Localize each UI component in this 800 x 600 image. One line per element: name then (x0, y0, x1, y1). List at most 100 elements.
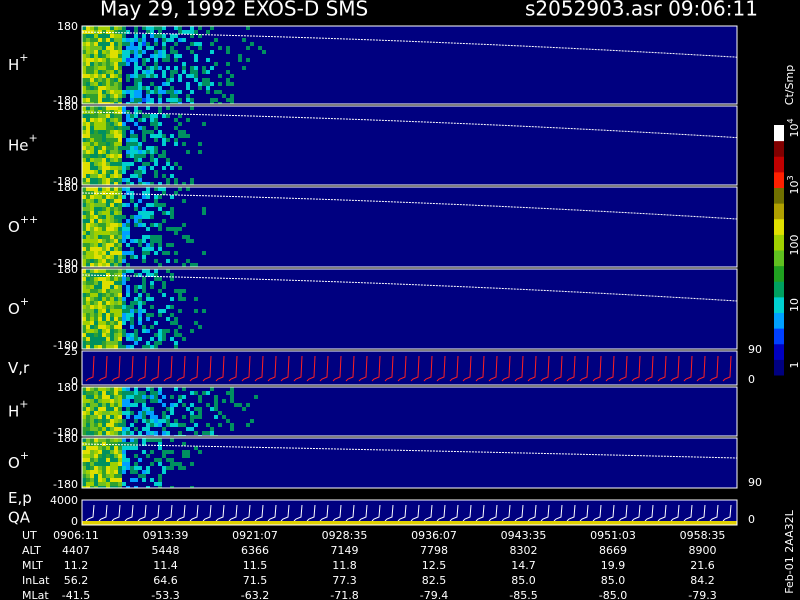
spectrum-cell (94, 114, 98, 118)
spectrum-cell (114, 199, 118, 203)
spectrum-cell (158, 26, 162, 30)
spectrum-cell (166, 259, 170, 263)
spectrum-cell (170, 207, 174, 211)
spectrum-cell (110, 195, 114, 199)
spectrum-cell (186, 239, 190, 243)
spectrum-cell (178, 399, 182, 403)
spectrum-cell (142, 391, 146, 395)
spectrum-cell (94, 321, 98, 325)
spectrum-cell (142, 50, 146, 54)
spectrum-cell (118, 277, 122, 281)
spectrum-cell (114, 219, 118, 223)
spectrum-cell (194, 74, 198, 78)
spectrum-cell (126, 86, 130, 90)
spectrum-cell (90, 34, 94, 38)
spectrum-cell (82, 399, 86, 403)
spectrum-cell (98, 74, 102, 78)
spectrum-cell (138, 38, 142, 42)
spectrum-cell (122, 58, 126, 62)
spectrum-cell (118, 321, 122, 325)
spectrum-cell (154, 158, 158, 162)
spectrum-cell (110, 470, 114, 474)
spectrum-cell (98, 273, 102, 277)
spectrum-cell (114, 259, 118, 263)
spectrum-cell (110, 281, 114, 285)
spectrum-cell (98, 341, 102, 345)
spectrum-cell (162, 411, 166, 415)
spectrum-cell (146, 114, 150, 118)
spectrum-cell (154, 321, 158, 325)
spectrum-cell (86, 114, 90, 118)
spectrum-cell (106, 78, 110, 82)
spectrum-cell (150, 411, 154, 415)
spectrum-cell (178, 462, 182, 466)
spectrum-cell (86, 162, 90, 166)
spectrum-cell (106, 82, 110, 86)
spectrum-cell (174, 251, 178, 255)
spectrum-cell (166, 305, 170, 309)
spectrum-cell (106, 170, 110, 174)
spectrum-cell (134, 486, 138, 488)
spectrum-cell (250, 42, 254, 46)
colorbar-base: 100 (788, 235, 800, 256)
spectrum-cell (82, 78, 86, 82)
spectrum-cell (114, 50, 118, 54)
spectrum-cell (90, 345, 94, 349)
spectrum-cell (118, 419, 122, 423)
spectrum-cell (150, 134, 154, 138)
spectrum-cell (230, 74, 234, 78)
spectrum-cell (106, 486, 110, 488)
spectrum-cell (110, 313, 114, 317)
spectrum-cell (110, 251, 114, 255)
spectrum-cell (86, 235, 90, 239)
spectrum-cell (162, 26, 166, 30)
spectrum-cell (130, 102, 134, 104)
spectrum-cell (82, 285, 86, 289)
spectrum-cell (90, 321, 94, 325)
spectrum-cell (90, 419, 94, 423)
panel-label: O++ (8, 213, 38, 236)
spectrum-cell (238, 403, 242, 407)
spectrum-cell (82, 170, 86, 174)
spectrum-cell (138, 182, 142, 185)
spectrum-cell (122, 94, 126, 98)
spectrum-cell (122, 162, 126, 166)
spectrum-cell (146, 407, 150, 411)
spectrum-cell (102, 86, 106, 90)
spectrum-cell (158, 98, 162, 102)
spectrum-cell (86, 239, 90, 243)
spectrum-cell (142, 329, 146, 333)
spectrum-cell (110, 419, 114, 423)
spectrum-cell (114, 154, 118, 158)
spectrum-cell (226, 70, 230, 74)
spectrum-cell (110, 395, 114, 399)
spectrum-cell (202, 431, 206, 435)
spectrum-cell (102, 247, 106, 251)
spectrum-cell (90, 215, 94, 219)
spectrum-cell (106, 90, 110, 94)
spectrum-cell (162, 134, 166, 138)
colorbar-cell (774, 265, 784, 282)
spectrum-cell (118, 387, 122, 391)
spectrum-cell (170, 195, 174, 199)
right-bottom-label: 0 (748, 373, 755, 386)
spectrum-cell (90, 317, 94, 321)
table-cell: 11.2 (64, 559, 89, 572)
spectrum-cell (138, 317, 142, 321)
spectrum-cell (110, 42, 114, 46)
spectrum-cell (110, 86, 114, 90)
spectrum-cell (118, 446, 122, 450)
spectrum-cell (86, 118, 90, 122)
spectrum-cell (102, 235, 106, 239)
spectrum-cell (114, 239, 118, 243)
spectrum-cell (114, 321, 118, 325)
table-cell: 7798 (420, 544, 448, 557)
spectrum-cell (154, 74, 158, 78)
spectrum-cell (194, 423, 198, 427)
spectrum-cell (190, 70, 194, 74)
spectrum-cell (158, 243, 162, 247)
spectrum-cell (98, 46, 102, 50)
spectrum-cell (110, 255, 114, 259)
spectrum-cell (162, 70, 166, 74)
colorbar-cell (774, 140, 784, 157)
